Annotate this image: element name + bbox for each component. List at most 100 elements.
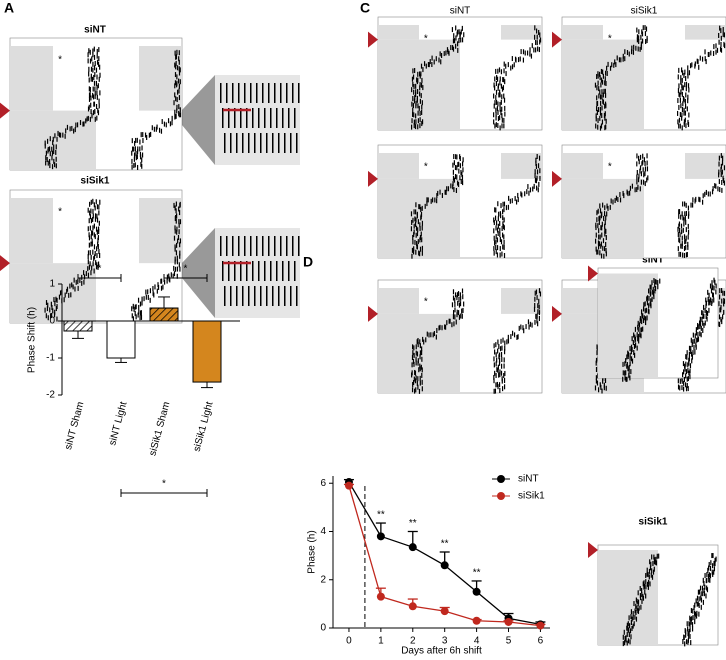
activity [685, 629, 687, 635]
actogram: * [0, 189, 183, 324]
activity [88, 232, 90, 238]
activity [457, 47, 459, 53]
activity [596, 350, 598, 356]
activity [89, 210, 91, 216]
activity [684, 103, 687, 109]
activity [686, 354, 688, 360]
activity [131, 158, 133, 164]
activity [134, 304, 136, 310]
activity [632, 611, 634, 617]
activity [686, 106, 688, 112]
activity [51, 150, 54, 156]
activity [619, 192, 621, 198]
activity [695, 330, 698, 336]
activity [280, 83, 282, 103]
point [376, 532, 385, 541]
activity [494, 85, 496, 91]
activity [683, 386, 685, 392]
activity [600, 384, 602, 390]
activity [75, 122, 77, 128]
activity [177, 235, 180, 241]
activity [69, 126, 71, 132]
activity [637, 601, 639, 607]
activity [160, 278, 162, 284]
activity [685, 202, 687, 208]
activity [596, 74, 598, 80]
activity [436, 193, 438, 199]
activity [510, 65, 512, 71]
activity [222, 108, 224, 128]
activity [687, 376, 689, 382]
activity [156, 124, 158, 130]
activity [601, 112, 603, 118]
activity [685, 361, 687, 367]
activity [605, 103, 607, 109]
activity [597, 124, 599, 130]
activity [455, 35, 457, 41]
activity [54, 133, 56, 139]
activity [499, 252, 501, 258]
activity [83, 274, 86, 280]
activity [457, 300, 459, 306]
activity [639, 46, 641, 52]
activity [723, 309, 725, 315]
activity [64, 133, 66, 139]
light-pulse-marker [588, 265, 598, 282]
y-tick-label: 4 [320, 526, 326, 537]
activity [90, 109, 92, 115]
activity [713, 277, 715, 283]
activity [646, 160, 648, 166]
activity [535, 39, 537, 45]
activity [709, 297, 712, 303]
x-tick-label: siSik1 Light [192, 400, 216, 452]
activity [718, 155, 720, 161]
activity [649, 581, 651, 587]
activity [428, 332, 430, 338]
activity [431, 62, 433, 68]
activity [639, 168, 641, 174]
activity [501, 86, 504, 92]
activity [681, 115, 683, 121]
activity [708, 307, 710, 313]
activity [270, 108, 272, 128]
activity [654, 285, 657, 291]
activity [596, 380, 599, 386]
activity [679, 123, 681, 129]
activity [455, 25, 457, 31]
activity [495, 89, 498, 95]
activity [715, 556, 717, 562]
activity [701, 585, 704, 591]
activity [455, 43, 457, 49]
activity [292, 83, 294, 103]
x-tick-label: siNT Sham [63, 401, 86, 451]
activity [87, 250, 90, 256]
activity [680, 223, 683, 229]
activity [712, 50, 715, 56]
activity [711, 280, 713, 286]
activity [496, 227, 499, 233]
activity [679, 227, 681, 233]
activity [49, 158, 51, 164]
activity [421, 237, 423, 243]
activity [636, 605, 638, 611]
activity [250, 83, 252, 103]
activity [531, 322, 533, 328]
activity [522, 57, 525, 63]
actogram: * [368, 144, 543, 259]
activity [176, 65, 179, 71]
activity [685, 369, 687, 375]
activity [143, 296, 145, 302]
activity [433, 331, 435, 337]
activity [500, 69, 503, 75]
activity [595, 378, 598, 384]
activity [92, 208, 94, 214]
activity [501, 113, 503, 119]
activity [719, 25, 721, 31]
activity [627, 191, 629, 197]
activity [646, 295, 649, 301]
activity [631, 625, 633, 631]
group-label: siNT [450, 6, 471, 17]
activity [497, 216, 499, 222]
activity [715, 43, 717, 49]
activity [493, 235, 495, 241]
